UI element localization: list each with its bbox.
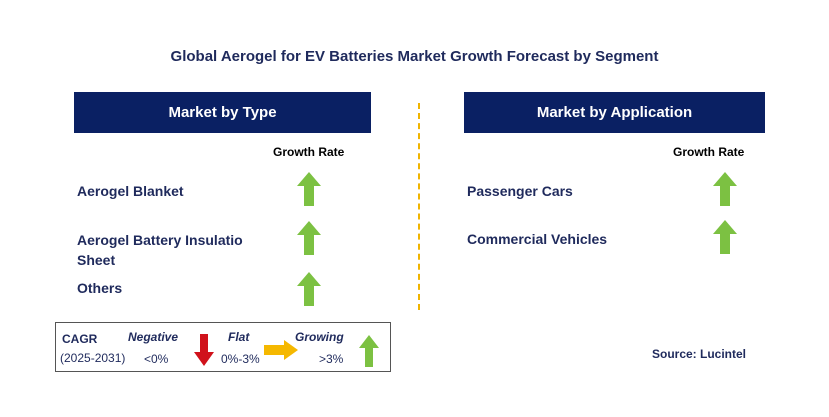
application-item-commercial-vehicles: Commercial Vehicles xyxy=(467,231,608,247)
application-panel-header-label: Market by Application xyxy=(536,104,693,121)
type-item-label-line2: Sheet xyxy=(77,252,116,268)
legend-negative-label: Negative xyxy=(128,330,179,344)
type-item-aerogel-battery-insulation-sheet: Aerogel Battery Insulatio Sheet xyxy=(77,230,243,270)
up-arrow-icon xyxy=(713,172,737,206)
up-arrow-icon xyxy=(359,335,379,367)
legend-negative-range: <0% xyxy=(144,352,169,366)
type-item-label-line1: Aerogel Battery Insulatio xyxy=(77,232,243,248)
up-arrow-icon xyxy=(297,272,321,306)
application-item-passenger-cars: Passenger Cars xyxy=(467,183,573,199)
type-growth-rate-label: Growth Rate xyxy=(273,145,345,159)
application-panel-header: Market by Application xyxy=(464,92,765,133)
source-note: Source: Lucintel xyxy=(652,347,747,361)
legend-growing-range: >3% xyxy=(319,352,344,366)
type-panel-header: Market by Type xyxy=(74,92,371,133)
page-title: Global Aerogel for EV Batteries Market G… xyxy=(170,48,659,65)
panel-divider xyxy=(418,103,420,310)
legend-growing-label: Growing xyxy=(295,330,344,344)
legend-period: (2025-2031) xyxy=(60,351,126,365)
up-arrow-icon xyxy=(713,220,737,254)
type-item-aerogel-blanket: Aerogel Blanket xyxy=(77,183,184,199)
up-arrow-icon xyxy=(297,172,321,206)
cagr-legend: CAGR (2025-2031) Negative <0% Flat 0%-3%… xyxy=(55,322,391,372)
up-arrow-icon xyxy=(297,221,321,255)
application-growth-rate-label: Growth Rate xyxy=(673,145,745,159)
legend-flat-label: Flat xyxy=(228,330,250,344)
down-arrow-icon xyxy=(194,334,214,366)
type-item-others: Others xyxy=(77,280,123,296)
right-arrow-icon xyxy=(264,340,298,360)
legend-cagr-label: CAGR xyxy=(62,332,98,346)
legend-flat-range: 0%-3% xyxy=(221,352,260,366)
type-panel-header-label: Market by Type xyxy=(168,104,277,121)
